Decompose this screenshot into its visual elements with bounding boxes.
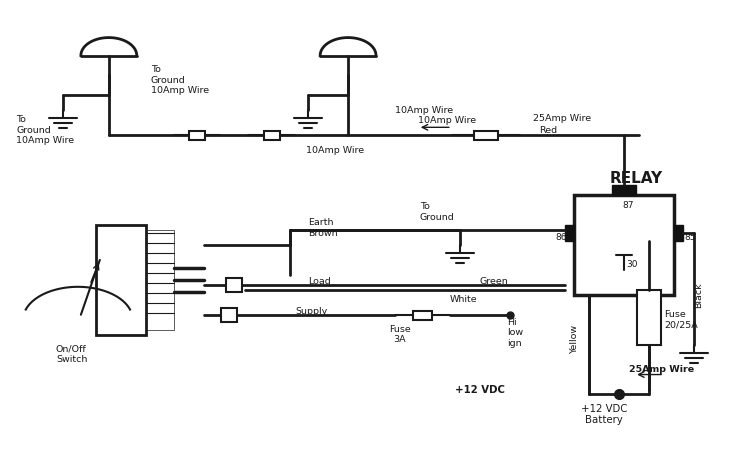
Text: +12 VDC
Battery: +12 VDC Battery <box>581 404 627 425</box>
Text: Supply: Supply <box>295 307 327 316</box>
Text: Fuse
20/25A: Fuse 20/25A <box>664 310 698 330</box>
Bar <box>189 131 205 140</box>
Text: On/Off
Switch: On/Off Switch <box>56 345 87 364</box>
Text: 25Amp Wire: 25Amp Wire <box>629 365 695 374</box>
Bar <box>674 225 683 241</box>
Text: 86: 86 <box>555 233 566 242</box>
Bar <box>413 311 432 320</box>
Bar <box>221 308 238 322</box>
Bar <box>613 185 636 195</box>
Text: 30: 30 <box>626 261 638 269</box>
Text: To
Ground
10Amp Wire: To Ground 10Amp Wire <box>16 115 74 145</box>
Text: Hi
low
ign: Hi low ign <box>508 318 524 348</box>
Text: To
Ground: To Ground <box>420 202 455 222</box>
Bar <box>226 278 243 292</box>
Bar <box>637 290 661 345</box>
Text: Yellow: Yellow <box>570 325 579 354</box>
Text: Black: Black <box>695 282 704 308</box>
Text: RELAY: RELAY <box>610 171 663 186</box>
Text: +12 VDC: +12 VDC <box>455 385 505 395</box>
Text: 87: 87 <box>622 201 633 210</box>
Text: Red: Red <box>539 126 557 135</box>
Text: 10Amp Wire: 10Amp Wire <box>418 116 476 125</box>
Text: Green: Green <box>480 277 509 286</box>
Text: White: White <box>450 295 477 304</box>
Text: 85: 85 <box>684 233 695 242</box>
Text: Load: Load <box>309 277 331 286</box>
Text: Fuse
3A: Fuse 3A <box>389 325 411 345</box>
Text: To
Ground
10Amp Wire: To Ground 10Amp Wire <box>151 65 209 95</box>
Bar <box>565 225 574 241</box>
Bar <box>474 131 498 140</box>
Text: Earth
Brown: Earth Brown <box>309 218 338 238</box>
Text: 10Amp Wire: 10Amp Wire <box>395 106 453 115</box>
Bar <box>574 195 674 295</box>
Text: 10Amp Wire: 10Amp Wire <box>306 146 365 155</box>
Text: 25Amp Wire: 25Amp Wire <box>533 114 591 123</box>
Bar <box>96 225 146 335</box>
Bar <box>146 230 173 330</box>
Bar <box>264 131 280 140</box>
